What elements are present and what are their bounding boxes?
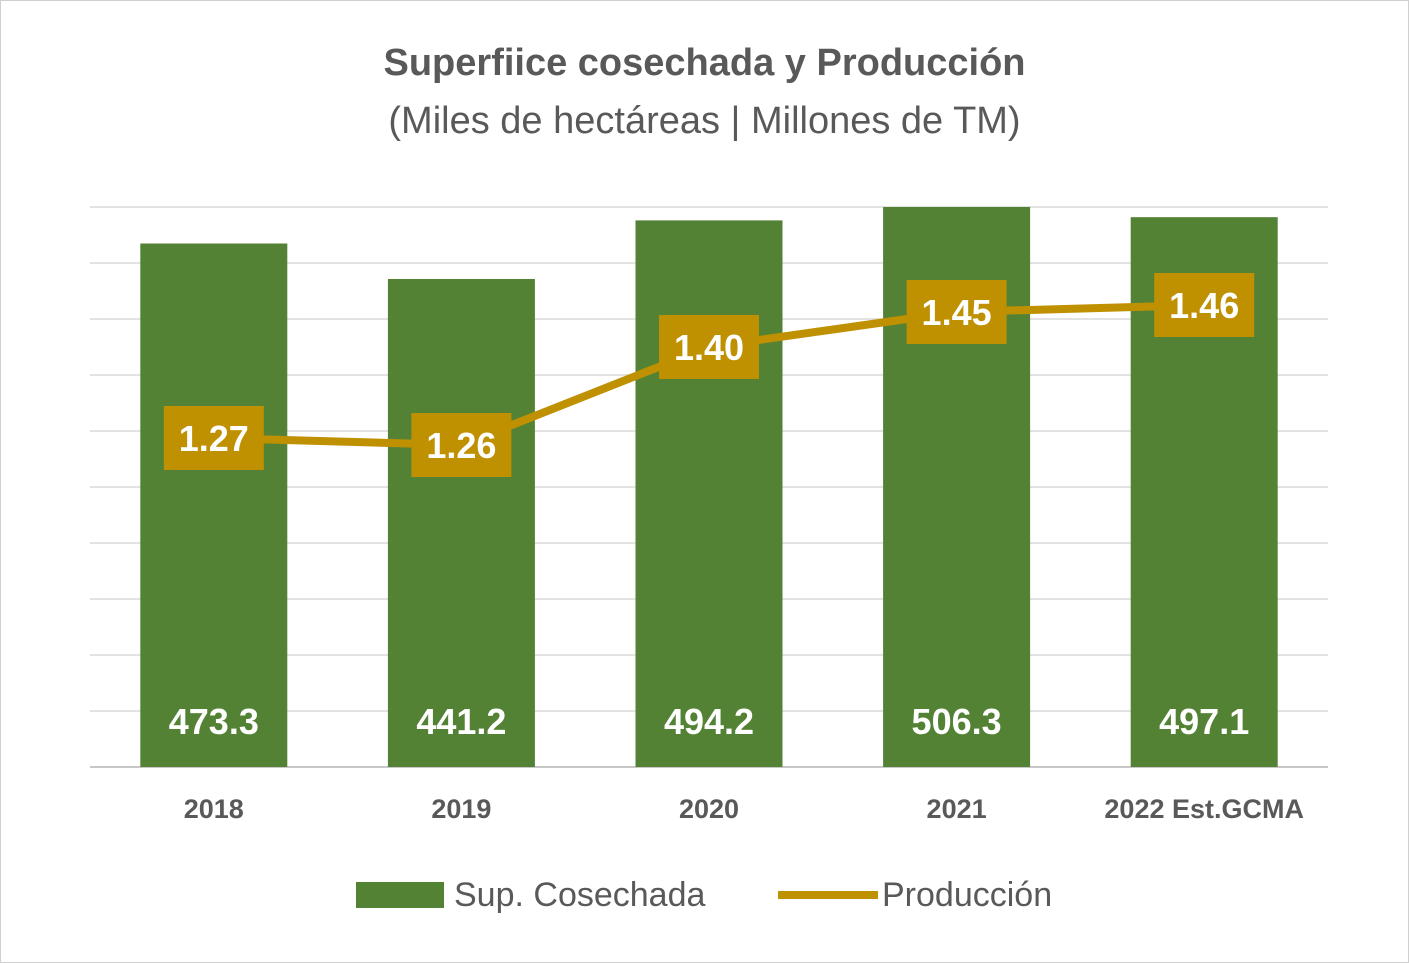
x-tick-label: 2020 bbox=[679, 794, 739, 824]
x-tick-label: 2019 bbox=[431, 794, 491, 824]
line-value-label: 1.27 bbox=[179, 418, 249, 459]
legend: Sup. Cosechada Producción bbox=[0, 872, 1409, 918]
line-series: 1.27 1.26 1.40 1.45 1.46 bbox=[163, 273, 1255, 477]
line-label-box bbox=[906, 280, 1007, 344]
line-label-box bbox=[659, 315, 759, 379]
legend-swatch-bar bbox=[356, 882, 444, 908]
line-label-box bbox=[411, 413, 512, 477]
x-tick-label: 2022 Est.GCMA bbox=[1104, 794, 1304, 824]
legend-item-bar: Sup. Cosechada bbox=[356, 872, 705, 918]
line-label-box bbox=[1154, 273, 1255, 337]
line-value-label: 1.26 bbox=[426, 425, 496, 466]
bar-value-label: 494.2 bbox=[664, 701, 754, 742]
line-value-label: 1.46 bbox=[1169, 285, 1239, 326]
line-value-label: 1.40 bbox=[674, 327, 744, 368]
bar-series: 473.3 441.2 494.2 506.3 497.1 bbox=[140, 207, 1278, 768]
x-tick-label: 2021 bbox=[927, 794, 987, 824]
x-axis-ticks: 2018 2019 2020 2021 2022 Est.GCMA bbox=[184, 794, 1304, 824]
legend-label-bar: Sup. Cosechada bbox=[454, 875, 706, 914]
chart-subtitle: (Miles de hectáreas | Millones de TM) bbox=[388, 100, 1021, 142]
bar-value-label: 506.3 bbox=[912, 701, 1002, 742]
legend-label-line: Producción bbox=[882, 875, 1053, 914]
bar-value-label: 473.3 bbox=[169, 701, 259, 742]
x-tick-label: 2018 bbox=[184, 794, 244, 824]
bar-value-label: 441.2 bbox=[416, 701, 506, 742]
bar-2020 bbox=[635, 220, 783, 768]
bar-2018 bbox=[140, 243, 288, 767]
line-value-label: 1.45 bbox=[922, 292, 992, 333]
bar-value-label: 497.1 bbox=[1159, 701, 1249, 742]
chart-title: Superfiice cosechada y Producción bbox=[383, 42, 1026, 84]
bar-2019 bbox=[387, 279, 535, 767]
legend-item-line: Producción bbox=[778, 872, 1052, 918]
legend-swatch-line bbox=[778, 891, 878, 899]
line-label-box bbox=[163, 406, 264, 470]
